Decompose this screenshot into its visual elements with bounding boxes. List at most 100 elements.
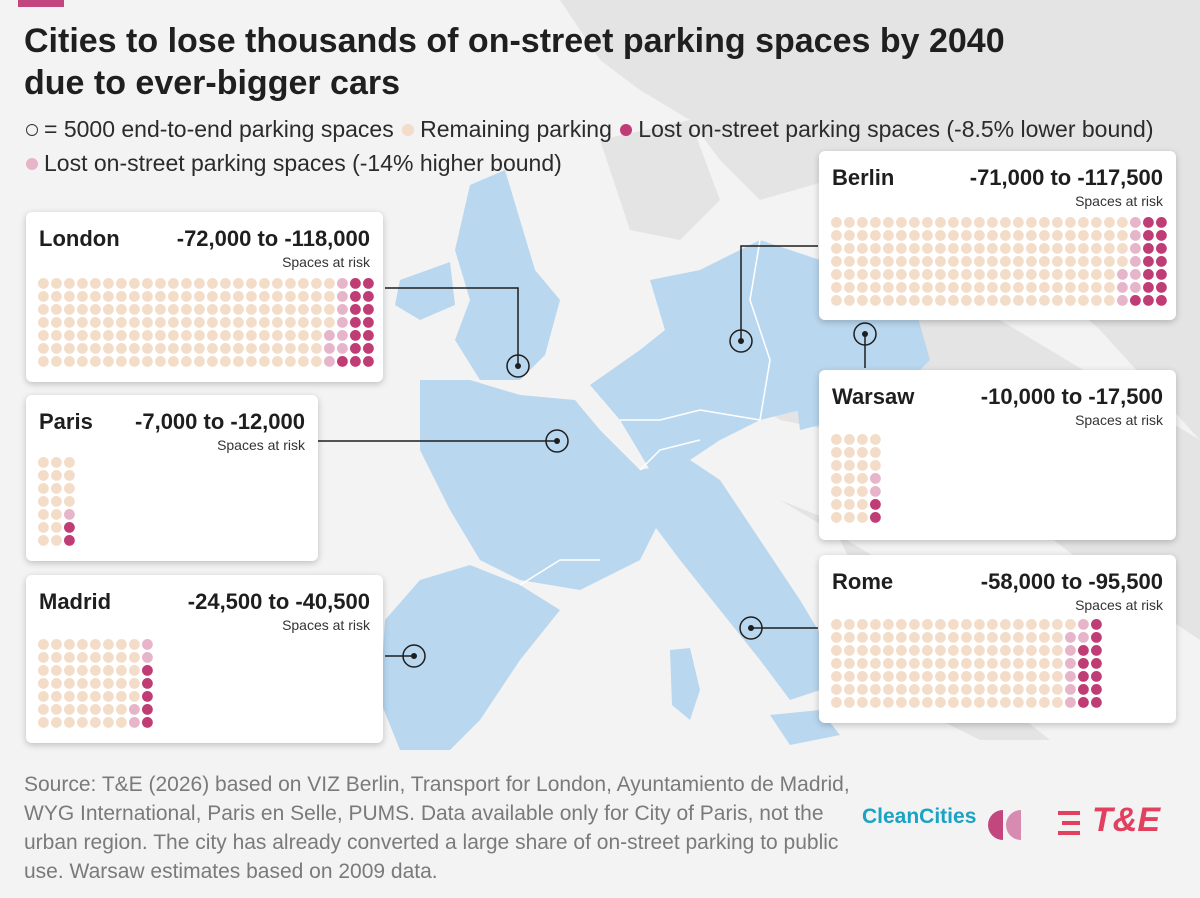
waffle-dot [883, 269, 894, 280]
waffle-dot [272, 343, 283, 354]
waffle-dot [259, 278, 270, 289]
waffle-dot [64, 356, 75, 367]
waffle-dot [883, 645, 894, 656]
waffle-dot [857, 684, 868, 695]
waffle-dot [1091, 658, 1102, 669]
waffle-dot [51, 704, 62, 715]
waffle-dot [831, 697, 842, 708]
waffle-dot [64, 483, 75, 494]
waffle-dot [142, 665, 153, 676]
waffle-dot [1052, 269, 1063, 280]
waffle-berlin [831, 217, 1167, 306]
waffle-dot [64, 691, 75, 702]
waffle-dot [64, 343, 75, 354]
waffle-dot [142, 304, 153, 315]
waffle-dot [116, 330, 127, 341]
waffle-dot [38, 304, 49, 315]
waffle-dot [1000, 256, 1011, 267]
waffle-dot [51, 291, 62, 302]
waffle-dot [961, 256, 972, 267]
legend-lost-low-marker [620, 124, 633, 137]
waffle-dot [831, 295, 842, 306]
waffle-dot [90, 356, 101, 367]
waffle-dot [51, 470, 62, 481]
waffle-dot [90, 678, 101, 689]
waffle-dot [129, 704, 140, 715]
waffle-dot [77, 639, 88, 650]
waffle-dot [363, 343, 374, 354]
waffle-dot [246, 343, 257, 354]
waffle-dot [1130, 230, 1141, 241]
waffle-dot [974, 282, 985, 293]
waffle-dot [974, 295, 985, 306]
waffle-dot [129, 317, 140, 328]
waffle-dot [285, 278, 296, 289]
waffle-dot [1091, 295, 1102, 306]
waffle-dot [1078, 217, 1089, 228]
waffle-dot [38, 535, 49, 546]
waffle-dot [987, 658, 998, 669]
waffle-dot [51, 691, 62, 702]
waffle-dot [259, 356, 270, 367]
waffle-dot [64, 304, 75, 315]
waffle-dot [350, 304, 361, 315]
waffle-dot [1026, 282, 1037, 293]
waffle-dot [1000, 269, 1011, 280]
waffle-dot [1091, 269, 1102, 280]
waffle-dot [844, 645, 855, 656]
waffle-dot [51, 665, 62, 676]
waffle-dot [896, 658, 907, 669]
waffle-dot [77, 343, 88, 354]
waffle-dot [831, 671, 842, 682]
waffle-dot [857, 499, 868, 510]
waffle-dot [922, 230, 933, 241]
card-rome: Rome -58,000 to -95,500 Spaces at risk [819, 555, 1176, 723]
waffle-dot [1078, 282, 1089, 293]
waffle-dot [961, 282, 972, 293]
waffle-dot [272, 356, 283, 367]
waffle-london [38, 278, 374, 367]
waffle-dot [363, 291, 374, 302]
card-paris: Paris -7,000 to -12,000 Spaces at risk [26, 395, 318, 561]
waffle-dot [1104, 256, 1115, 267]
waffle-dot [1065, 619, 1076, 630]
waffle-dot [987, 619, 998, 630]
waffle-dot [285, 304, 296, 315]
waffle-dot [987, 256, 998, 267]
waffle-dot [142, 652, 153, 663]
waffle-dot [116, 652, 127, 663]
waffle-dot [1091, 230, 1102, 241]
waffle-dot [1091, 217, 1102, 228]
waffle-dot [311, 278, 322, 289]
waffle-dot [909, 658, 920, 669]
waffle-dot [1091, 697, 1102, 708]
waffle-dot [181, 317, 192, 328]
waffle-dot [1143, 256, 1154, 267]
waffle-dot [142, 639, 153, 650]
waffle-dot [259, 343, 270, 354]
waffle-dot [103, 639, 114, 650]
waffle-dot [350, 330, 361, 341]
waffle-dot [857, 217, 868, 228]
waffle-dot [64, 317, 75, 328]
waffle-dot [1039, 645, 1050, 656]
waffle-dot [207, 356, 218, 367]
waffle-dot [870, 473, 881, 484]
waffle-dot [922, 684, 933, 695]
waffle-dot [181, 330, 192, 341]
waffle-dot [90, 317, 101, 328]
waffle-dot [77, 330, 88, 341]
waffle-dot [129, 278, 140, 289]
waffle-dot [1117, 243, 1128, 254]
waffle-dot [1065, 230, 1076, 241]
waffle-dot [1052, 658, 1063, 669]
waffle-dot [1000, 230, 1011, 241]
waffle-dot [857, 230, 868, 241]
waffle-dot [1091, 619, 1102, 630]
waffle-dot [64, 509, 75, 520]
waffle-dot [935, 230, 946, 241]
waffle-dot [116, 291, 127, 302]
waffle-dot [1130, 295, 1141, 306]
waffle-dot [103, 652, 114, 663]
waffle-dot [948, 295, 959, 306]
